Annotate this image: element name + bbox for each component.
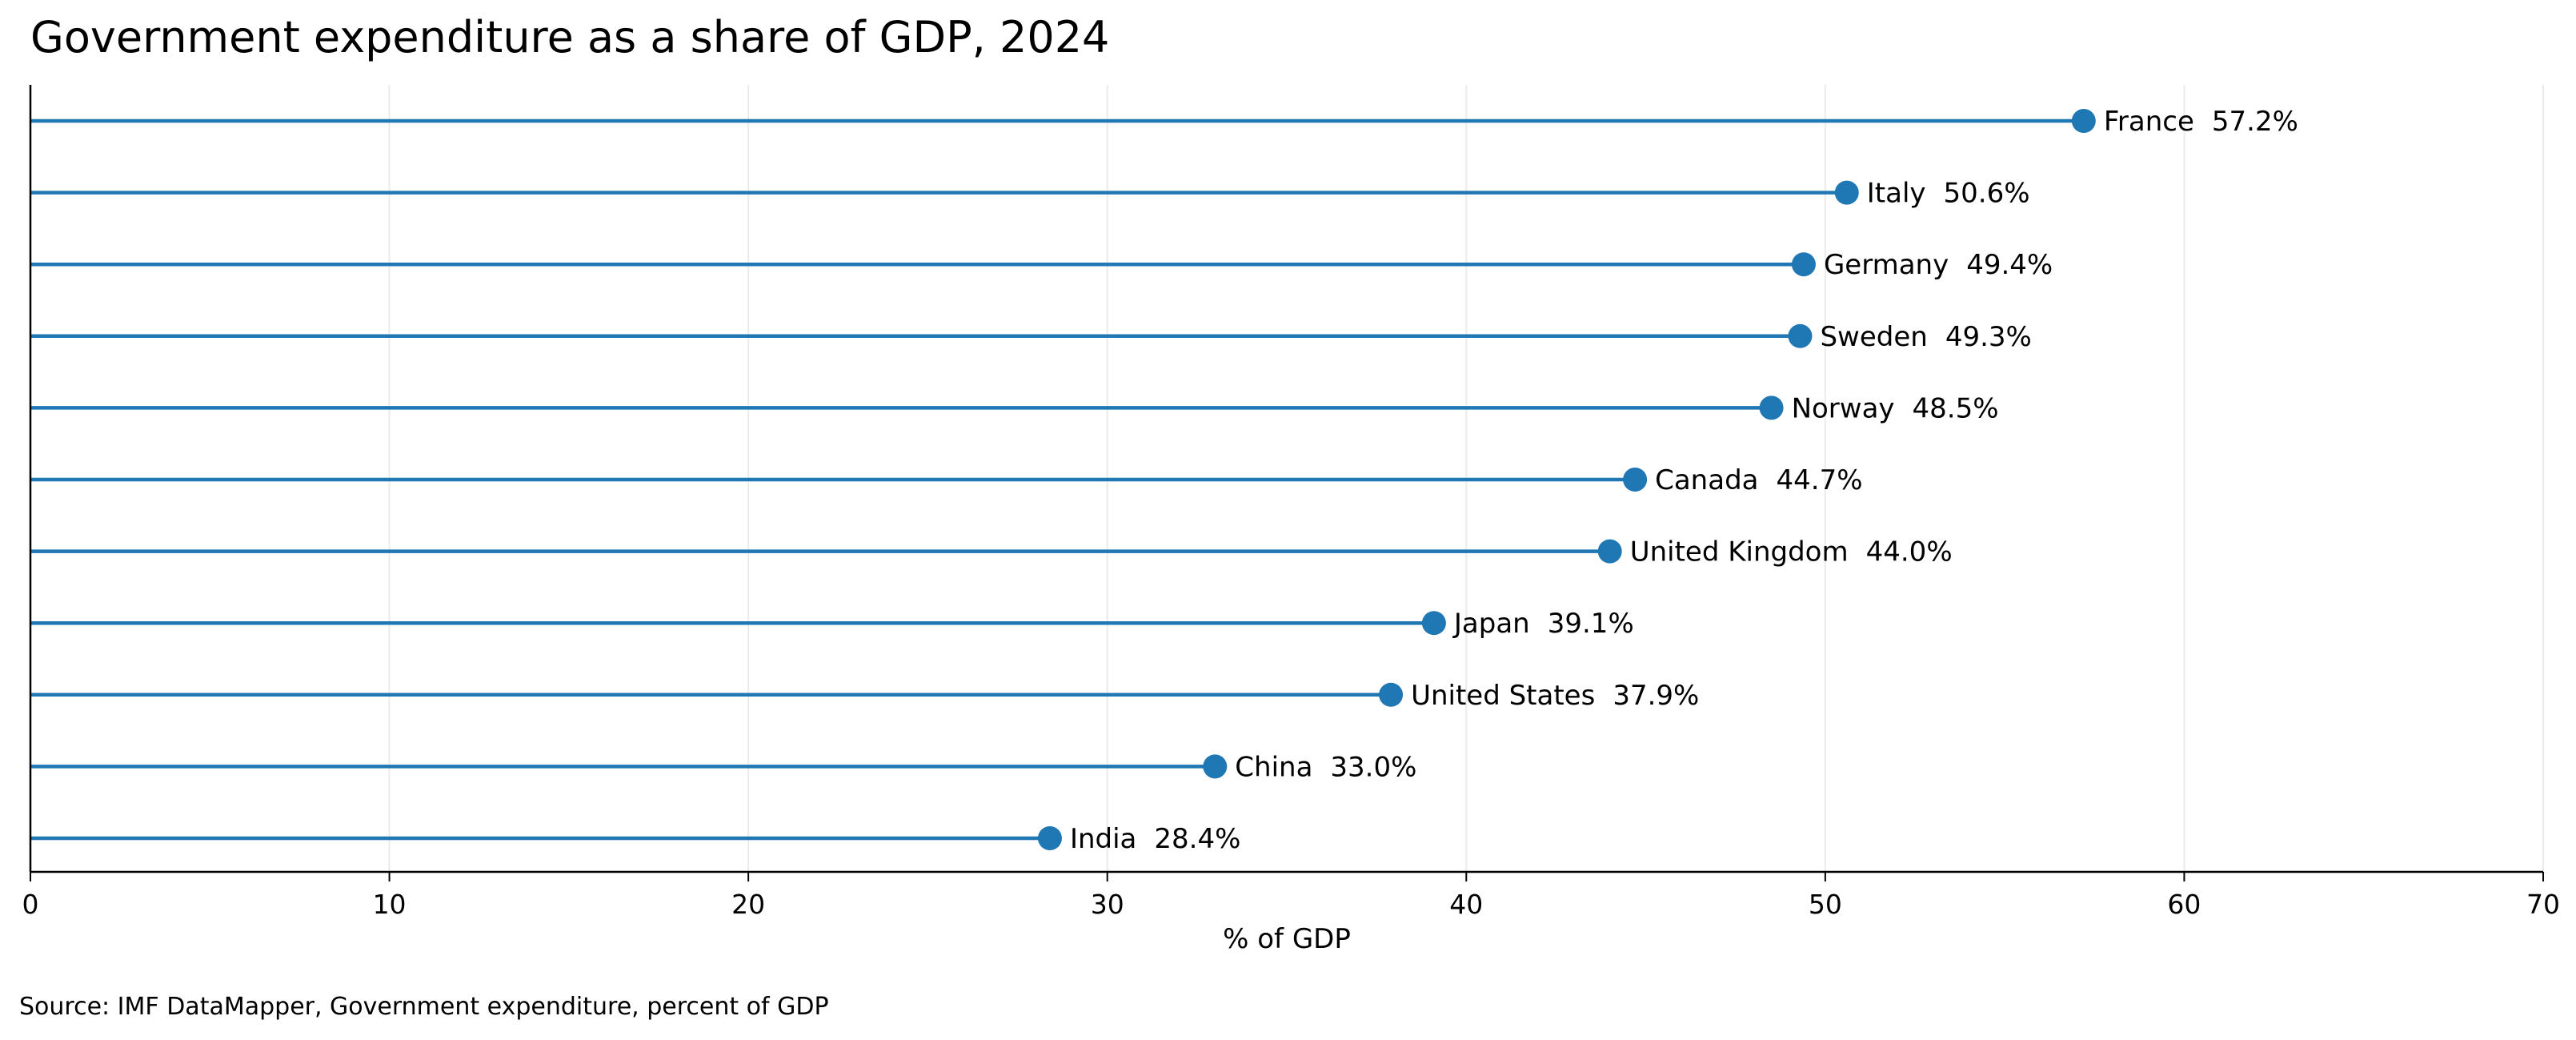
category-name: Canada: [1655, 464, 1758, 496]
category-name: United States: [1411, 680, 1595, 712]
x-tick-label: 70: [2526, 889, 2560, 920]
category-name: United Kingdom: [1630, 536, 1849, 568]
value-label: 39.1%: [1548, 608, 1634, 640]
point-label-norway: Norway 48.5%: [1792, 392, 1999, 424]
data-labels: France 57.2% Italy 50.6% Germany 49.4% Sweden 4…: [1070, 106, 2298, 855]
point-label-france: France 57.2%: [2104, 106, 2298, 138]
point-canada: [1623, 468, 1648, 492]
point-label-germany: Germany 49.4%: [1824, 249, 2053, 281]
point-sweden: [1788, 323, 1813, 348]
category-name: Norway: [1792, 392, 1895, 424]
value-label: 37.9%: [1613, 680, 1699, 712]
point-germany: [1791, 252, 1816, 277]
point-united-kingdom: [1597, 539, 1622, 564]
point-label-italy: Italy 50.6%: [1867, 178, 2030, 210]
value-label: 49.4%: [1966, 249, 2053, 281]
category-name: India: [1070, 823, 1136, 855]
category-name: China: [1235, 751, 1312, 783]
value-label: 44.0%: [1866, 536, 1953, 568]
category-name: Japan: [1452, 608, 1530, 640]
category-name: Germany: [1824, 249, 1949, 281]
chart-title: Government expenditure as a share of GDP…: [30, 12, 1109, 62]
stems: [30, 118, 2084, 841]
value-label: 57.2%: [2212, 106, 2298, 138]
data-points: [1037, 109, 2096, 850]
source-note: Source: IMF DataMapper, Government expen…: [19, 993, 829, 1021]
value-label: 48.5%: [1913, 392, 1999, 424]
point-norway: [1759, 396, 1784, 420]
value-label: 50.6%: [1944, 178, 2030, 210]
point-label-united-kingdom: United Kingdom 44.0%: [1630, 536, 1953, 568]
value-label: 49.3%: [1945, 321, 2032, 353]
point-japan: [1421, 611, 1446, 636]
x-axis-ticks: 0 10 20 30 40 50 60 70: [22, 872, 2560, 920]
x-axis-title: % of GDP: [1223, 923, 1351, 955]
x-tick-label: 50: [1809, 889, 1842, 920]
x-tick-label: 0: [22, 889, 39, 920]
point-china: [1203, 754, 1228, 779]
category-name: France: [2104, 106, 2194, 138]
x-tick-label: 40: [1449, 889, 1483, 920]
point-label-sweden: Sweden 49.3%: [1820, 321, 2031, 353]
x-tick-label: 60: [2167, 889, 2201, 920]
category-name: Italy: [1867, 178, 1926, 210]
point-label-india: India 28.4%: [1070, 823, 1240, 855]
point-label-china: China 33.0%: [1235, 751, 1416, 783]
x-tick-label: 20: [731, 889, 765, 920]
value-label: 28.4%: [1154, 823, 1240, 855]
value-label: 33.0%: [1330, 751, 1416, 783]
point-italy: [1834, 180, 1859, 205]
point-france: [2071, 109, 2096, 133]
point-label-united-states: United States 37.9%: [1411, 680, 1699, 712]
x-tick-label: 10: [373, 889, 407, 920]
point-india: [1037, 826, 1062, 850]
point-label-canada: Canada 44.7%: [1655, 464, 1862, 496]
category-name: Sweden: [1820, 321, 1927, 353]
point-label-japan: Japan 39.1%: [1452, 608, 1634, 640]
x-tick-label: 30: [1091, 889, 1124, 920]
value-label: 44.7%: [1777, 464, 1863, 496]
point-united-states: [1379, 682, 1404, 707]
